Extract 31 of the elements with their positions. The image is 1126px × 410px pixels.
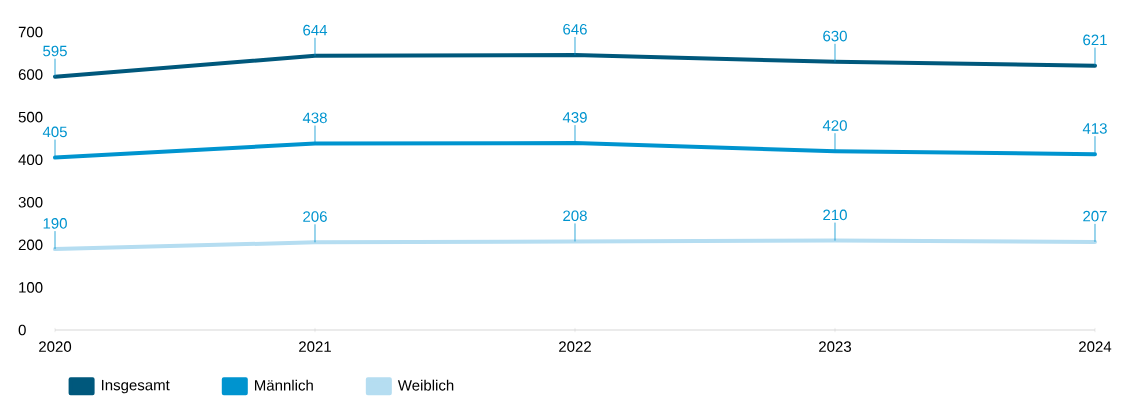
x-tick-label: 2024 bbox=[1079, 341, 1112, 352]
data-label: 438 bbox=[302, 112, 327, 124]
x-tick-label: 2021 bbox=[299, 341, 331, 352]
data-label: 206 bbox=[303, 211, 327, 222]
data-label: 190 bbox=[43, 218, 67, 229]
data-label: 208 bbox=[563, 210, 587, 222]
data-label: 405 bbox=[42, 126, 67, 138]
y-tick-label: 600 bbox=[18, 69, 43, 80]
y-tick-label: 200 bbox=[18, 239, 43, 251]
data-label: 646 bbox=[563, 23, 587, 35]
y-tick-label: 500 bbox=[18, 111, 43, 123]
data-label: 420 bbox=[822, 120, 847, 131]
data-label: 210 bbox=[823, 209, 847, 221]
y-tick-label: 100 bbox=[19, 282, 43, 293]
y-tick-label: 400 bbox=[18, 154, 43, 166]
data-label: 439 bbox=[562, 112, 587, 123]
data-label: 207 bbox=[1083, 210, 1107, 222]
x-tick-label: 2023 bbox=[819, 341, 852, 352]
data-label: 413 bbox=[1082, 123, 1107, 134]
legend-label: Weiblich bbox=[397, 379, 454, 391]
y-tick-label: 0 bbox=[18, 324, 26, 336]
y-tick-label: 300 bbox=[18, 196, 43, 208]
x-tick-label: 2020 bbox=[39, 341, 72, 352]
y-tick-label: 700 bbox=[18, 26, 43, 38]
legend-label: Insgesamt bbox=[101, 379, 170, 394]
legend-label: Männlich bbox=[255, 379, 313, 391]
data-label: 595 bbox=[43, 45, 67, 57]
x-tick-label: 2022 bbox=[559, 341, 591, 352]
data-label: 644 bbox=[303, 24, 328, 36]
data-label: 630 bbox=[823, 30, 847, 42]
data-label: 621 bbox=[1083, 34, 1107, 46]
